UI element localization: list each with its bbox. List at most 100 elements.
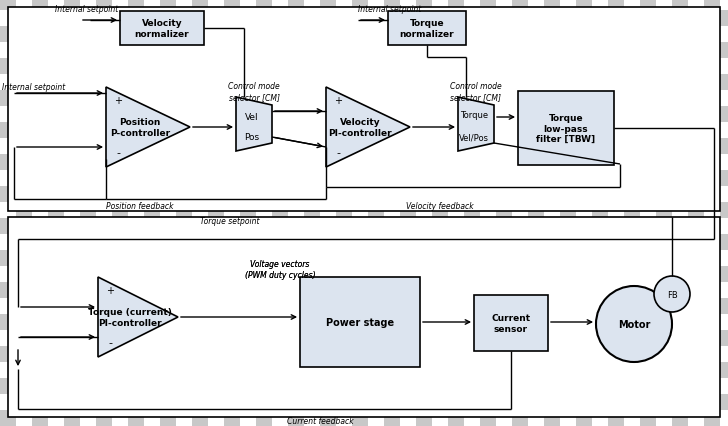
Bar: [64, 27, 80, 43]
Bar: [560, 394, 576, 410]
Bar: [704, 282, 720, 298]
Bar: [240, 362, 256, 378]
Bar: [416, 123, 432, 139]
Bar: [400, 330, 416, 346]
Bar: [480, 27, 496, 43]
Bar: [128, 219, 144, 234]
Bar: [704, 0, 720, 11]
Bar: [48, 362, 64, 378]
Bar: [576, 123, 592, 139]
Bar: [384, 27, 400, 43]
Bar: [432, 75, 448, 91]
Circle shape: [654, 276, 690, 312]
Bar: [16, 394, 32, 410]
Bar: [144, 234, 160, 250]
Bar: [256, 187, 272, 202]
Bar: [112, 266, 128, 282]
Bar: [128, 0, 144, 11]
Bar: [80, 266, 96, 282]
Bar: [368, 362, 384, 378]
Bar: [128, 410, 144, 426]
Bar: [608, 59, 624, 75]
Bar: [32, 346, 48, 362]
Bar: [544, 59, 560, 75]
Bar: [624, 43, 640, 59]
Bar: [336, 330, 352, 346]
Text: Pos: Pos: [245, 132, 260, 141]
Bar: [224, 27, 240, 43]
Bar: [688, 202, 704, 219]
Bar: [0, 155, 16, 170]
Bar: [352, 155, 368, 170]
Bar: [320, 91, 336, 107]
Bar: [448, 250, 464, 266]
Bar: [432, 394, 448, 410]
Bar: [464, 170, 480, 187]
Bar: [688, 394, 704, 410]
Bar: [432, 139, 448, 155]
Bar: [592, 394, 608, 410]
Bar: [224, 187, 240, 202]
Polygon shape: [106, 88, 190, 167]
Text: Torque
low-pass
filter [TBW]: Torque low-pass filter [TBW]: [537, 114, 596, 144]
Bar: [112, 75, 128, 91]
Bar: [432, 202, 448, 219]
Bar: [384, 219, 400, 234]
Bar: [256, 91, 272, 107]
Bar: [176, 11, 192, 27]
Bar: [688, 362, 704, 378]
Bar: [48, 139, 64, 155]
Bar: [256, 378, 272, 394]
Bar: [16, 75, 32, 91]
Bar: [0, 378, 16, 394]
Bar: [368, 202, 384, 219]
Bar: [624, 75, 640, 91]
Bar: [688, 330, 704, 346]
Bar: [160, 187, 176, 202]
Bar: [464, 11, 480, 27]
Bar: [0, 250, 16, 266]
Bar: [208, 11, 224, 27]
Text: Velocity
normalizer: Velocity normalizer: [135, 19, 189, 39]
Bar: [672, 155, 688, 170]
Bar: [496, 234, 512, 250]
Text: Torque setpoint: Torque setpoint: [200, 217, 259, 226]
Text: Vel: Vel: [245, 112, 259, 121]
Bar: [384, 378, 400, 394]
Bar: [704, 250, 720, 266]
Bar: [704, 346, 720, 362]
Bar: [144, 170, 160, 187]
Bar: [352, 378, 368, 394]
Bar: [176, 139, 192, 155]
Bar: [608, 0, 624, 11]
Bar: [304, 362, 320, 378]
Bar: [608, 250, 624, 266]
Bar: [368, 43, 384, 59]
Text: Current feedback: Current feedback: [287, 417, 353, 426]
Bar: [176, 170, 192, 187]
Bar: [656, 202, 672, 219]
Bar: [512, 314, 528, 330]
Bar: [576, 27, 592, 43]
Bar: [688, 107, 704, 123]
Bar: [128, 155, 144, 170]
Bar: [528, 298, 544, 314]
Bar: [672, 91, 688, 107]
Bar: [352, 346, 368, 362]
Bar: [144, 202, 160, 219]
Bar: [672, 314, 688, 330]
Bar: [192, 123, 208, 139]
Bar: [496, 202, 512, 219]
Bar: [64, 346, 80, 362]
Bar: [704, 59, 720, 75]
Bar: [416, 346, 432, 362]
Bar: [144, 139, 160, 155]
Bar: [208, 202, 224, 219]
Bar: [32, 410, 48, 426]
Bar: [640, 219, 656, 234]
Bar: [176, 75, 192, 91]
Bar: [496, 362, 512, 378]
Bar: [560, 170, 576, 187]
Bar: [128, 314, 144, 330]
Bar: [656, 234, 672, 250]
